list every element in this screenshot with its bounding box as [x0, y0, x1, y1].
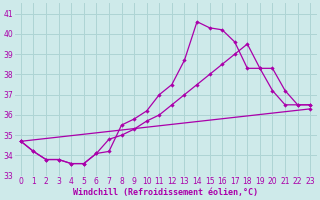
- X-axis label: Windchill (Refroidissement éolien,°C): Windchill (Refroidissement éolien,°C): [73, 188, 258, 197]
